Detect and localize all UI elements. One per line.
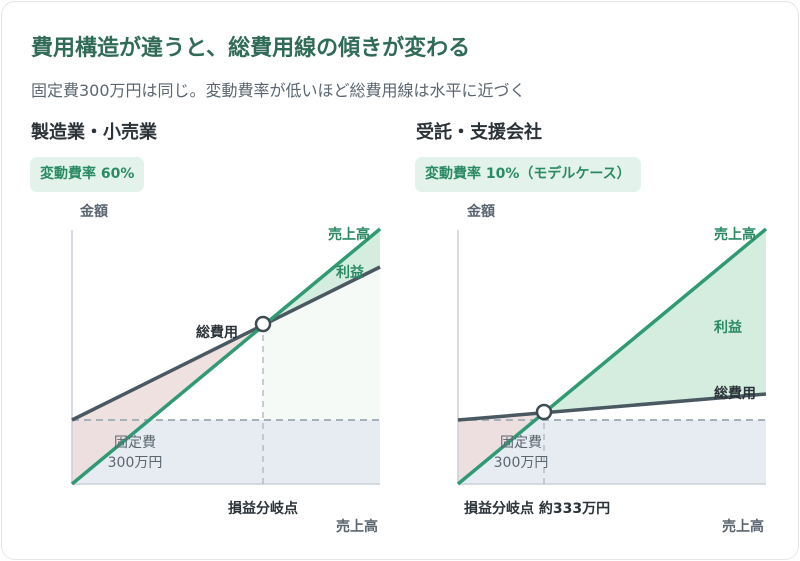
right-sales-line	[456, 227, 768, 486]
right-chart: 金額 売上高 売上高 利益 総費用 固定費 300万円 損益分岐点 約333万円	[456, 203, 768, 535]
right-fixed-cost-amount: 300万円	[494, 455, 549, 471]
right-profit-label: 利益	[714, 319, 742, 336]
right-break-even-label: 損益分岐点 約333万円	[464, 500, 610, 517]
right-break-even-point	[535, 403, 553, 421]
left-y-axis-label: 金額	[79, 203, 108, 220]
left-sales-line	[70, 227, 382, 486]
left-sales-line-label: 売上高	[328, 226, 370, 243]
page-subtitle: 固定費300万円は同じ。変動費率が低いほど総費用線は水平に近づく	[31, 81, 526, 100]
left-total-cost-line	[71, 265, 381, 422]
right-x-axis-label: 売上高	[722, 518, 764, 535]
left-profit-label: 利益	[336, 264, 364, 281]
right-y-axis-label: 金額	[466, 203, 495, 220]
right-panel-title: 受託・支援会社	[416, 122, 542, 143]
left-panel-title: 製造業・小売業	[31, 122, 157, 143]
left-chart: 金額 売上高 売上高 利益 総費用 固定費 300万円 損益分岐点	[70, 203, 382, 535]
left-fixed-cost-label: 固定費	[114, 435, 156, 451]
left-fixed-cost-amount: 300万円	[108, 455, 163, 471]
left-x-axis-label: 売上高	[336, 518, 378, 535]
right-total-cost-line	[457, 392, 767, 422]
right-total-cost-label: 総費用	[714, 385, 756, 402]
left-cost-area	[263, 267, 380, 420]
left-break-even-point	[254, 315, 272, 333]
right-variable-cost-badge: 変動費率 10%（モデルケース）	[415, 157, 641, 192]
left-break-even-label: 損益分岐点	[228, 500, 298, 517]
left-total-cost-label: 総費用	[196, 324, 238, 341]
left-variable-cost-badge: 変動費率 60%	[30, 157, 145, 192]
right-sales-line-label: 売上高	[714, 226, 756, 243]
page-title: 費用構造が違うと、総費用線の傾きが変わる	[31, 36, 471, 61]
right-fixed-cost-label: 固定費	[500, 435, 542, 451]
